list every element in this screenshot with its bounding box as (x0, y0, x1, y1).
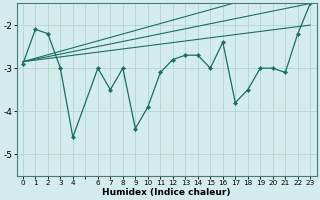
X-axis label: Humidex (Indice chaleur): Humidex (Indice chaleur) (102, 188, 231, 197)
